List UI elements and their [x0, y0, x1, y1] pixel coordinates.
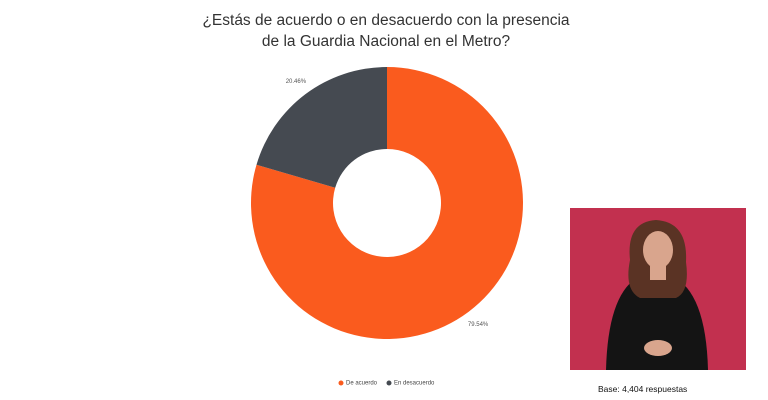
interpreter-face — [643, 231, 673, 269]
legend-marker — [386, 380, 392, 386]
donut-slice — [256, 67, 387, 188]
chart-title: ¿Estás de acuerdo o en desacuerdo con la… — [202, 12, 570, 50]
data-label: 20.46% — [286, 79, 307, 85]
data-label: 79.54% — [468, 322, 489, 328]
interpreter-neck — [650, 266, 666, 280]
footnote: Base: 4,404 respuestas — [598, 384, 688, 394]
legend-marker — [338, 380, 344, 386]
legend-label: En desacuerdo — [394, 381, 435, 387]
interpreter-body — [606, 276, 708, 370]
donut-slice — [251, 67, 523, 339]
legend-label: De acuerdo — [346, 381, 378, 387]
interpreter-hands — [644, 340, 672, 356]
video-inset — [570, 208, 746, 370]
